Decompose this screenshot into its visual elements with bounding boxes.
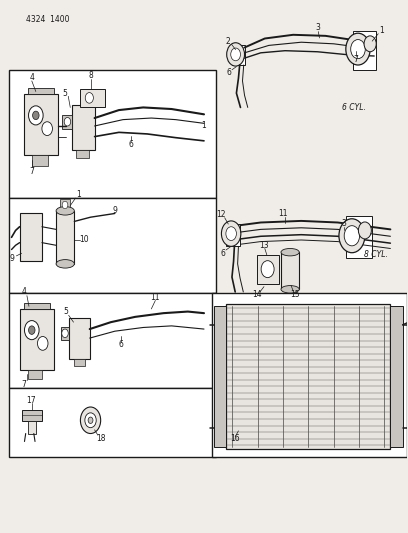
Circle shape [62,201,68,209]
Text: 9: 9 [10,254,15,263]
Text: 3: 3 [315,23,320,33]
Bar [353,30,376,70]
Text: 6 CYL.: 6 CYL. [342,103,366,112]
Circle shape [80,407,101,433]
Text: 5: 5 [62,88,67,98]
Text: 14: 14 [252,290,262,299]
Text: 2: 2 [226,37,231,46]
Circle shape [24,320,39,340]
Ellipse shape [281,248,299,256]
Text: 11: 11 [278,209,288,218]
Text: 7: 7 [29,166,34,175]
Bar [72,105,95,150]
Text: 12: 12 [217,210,226,219]
Circle shape [344,225,359,246]
Bar [9,198,216,293]
Ellipse shape [281,286,299,293]
Text: 16: 16 [231,434,240,443]
Bar [233,45,244,65]
Text: 18: 18 [96,434,105,443]
Bar [20,214,42,261]
Circle shape [29,106,43,125]
Bar [212,293,407,457]
Text: 7: 7 [353,55,358,64]
Bar [62,115,72,128]
Bar [226,304,390,449]
Text: 8: 8 [88,71,93,80]
Circle shape [85,413,96,427]
Text: 1: 1 [76,190,81,199]
Text: 6: 6 [129,140,133,149]
Ellipse shape [56,260,74,268]
Text: 5: 5 [63,307,68,316]
Circle shape [358,222,371,239]
Text: 15: 15 [290,290,300,299]
Bar [28,421,36,433]
Ellipse shape [56,207,74,215]
Text: 4: 4 [29,72,34,82]
Circle shape [226,227,236,240]
Bar [214,306,226,447]
Bar [24,303,50,309]
Bar [222,227,226,236]
Text: 6: 6 [221,249,226,258]
Bar [28,88,54,94]
Bar [28,370,42,379]
Circle shape [222,221,241,246]
Text: 13: 13 [259,241,269,250]
Text: 4324  1400: 4324 1400 [26,14,69,23]
Text: 1: 1 [379,26,384,35]
Bar [56,211,74,264]
Text: 6: 6 [118,341,123,350]
Circle shape [85,93,93,103]
Bar [69,318,90,359]
Text: 3: 3 [341,219,346,228]
Circle shape [351,39,365,59]
Bar [281,252,299,289]
Circle shape [64,117,71,126]
Bar [32,155,48,166]
Bar [24,94,58,155]
Circle shape [33,111,39,119]
Bar [74,359,85,366]
Bar [390,306,403,447]
Bar [22,410,42,421]
Text: 9: 9 [113,206,117,215]
Circle shape [346,33,370,65]
Text: 10: 10 [79,236,89,245]
Bar [60,327,69,340]
Text: 17: 17 [26,395,36,405]
Text: 8 CYL.: 8 CYL. [364,251,388,260]
Bar [20,309,54,370]
Circle shape [38,336,48,350]
Bar [346,216,372,258]
Bar [9,70,216,198]
Bar [9,293,216,389]
Text: 7: 7 [21,379,26,389]
Circle shape [29,326,35,334]
Circle shape [62,329,68,337]
Bar [76,150,89,158]
Circle shape [42,122,53,135]
Text: 4: 4 [21,287,26,296]
Circle shape [364,36,376,52]
Text: 6: 6 [227,68,232,77]
Circle shape [261,261,274,278]
Text: 11: 11 [151,293,160,302]
Circle shape [339,219,365,253]
Circle shape [227,43,244,66]
Bar [257,255,279,284]
Circle shape [231,48,240,61]
Bar [9,389,216,457]
Text: 1: 1 [202,122,206,131]
Bar [60,199,70,211]
Circle shape [88,417,93,423]
Bar [226,224,240,246]
Bar [80,89,105,108]
